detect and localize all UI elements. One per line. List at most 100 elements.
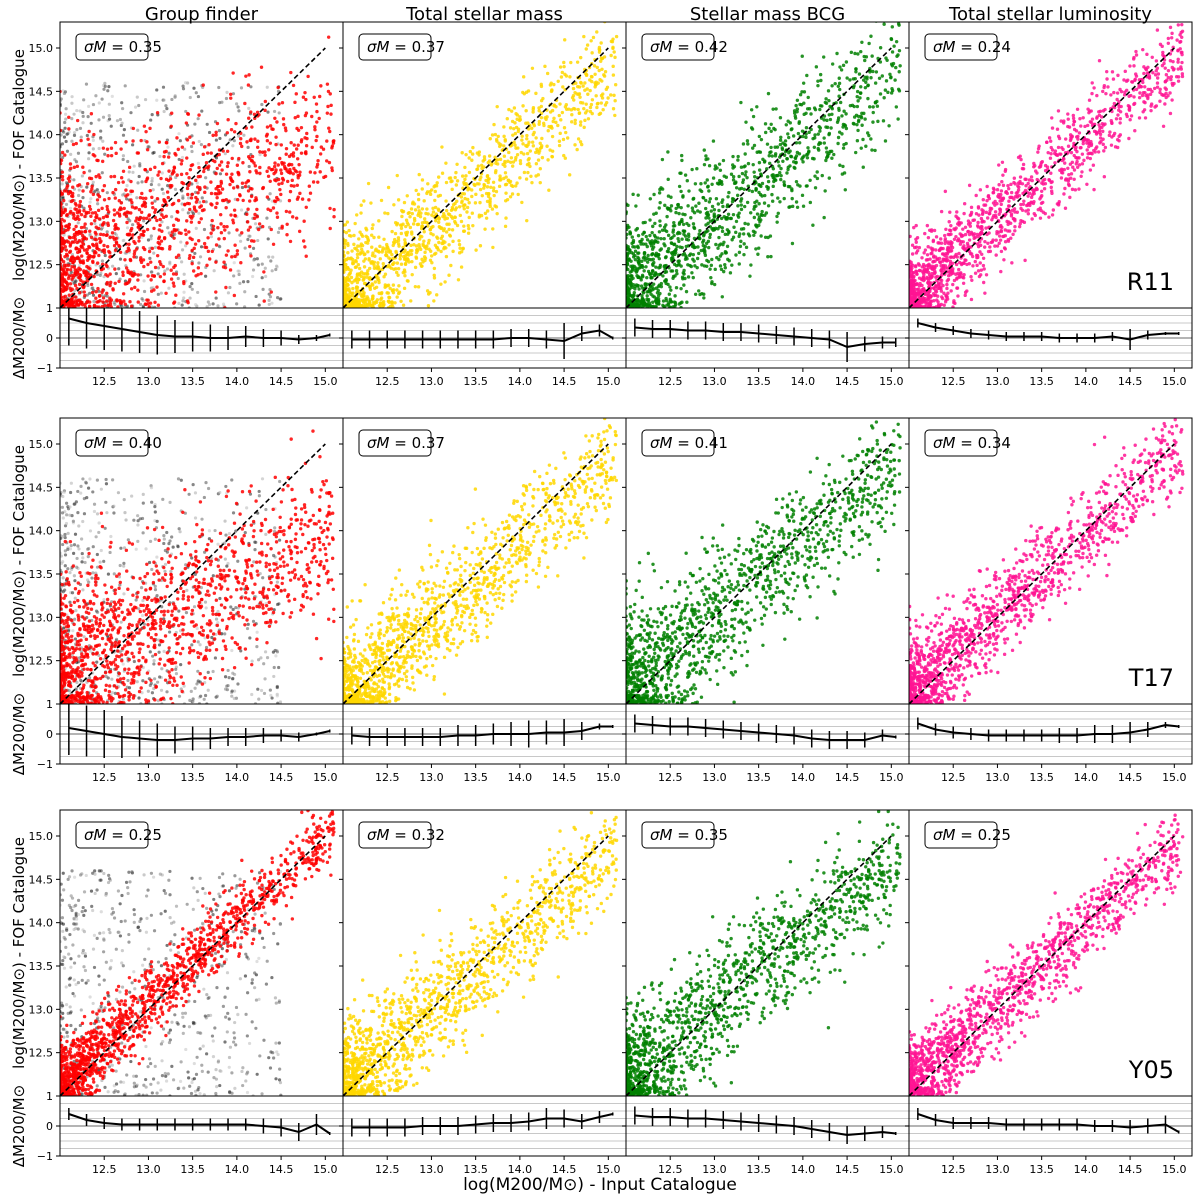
scatter-point	[201, 83, 205, 87]
scatter-point	[348, 271, 352, 275]
scatter-point	[704, 206, 708, 211]
scatter-point	[588, 88, 592, 93]
scatter-point	[137, 217, 142, 222]
scatter-point	[522, 152, 526, 156]
scatter-point	[790, 127, 794, 131]
scatter-point	[79, 138, 83, 143]
scatter-point	[602, 74, 607, 78]
scatter-point	[396, 198, 401, 202]
background-point	[186, 196, 191, 200]
scatter-point	[187, 176, 191, 180]
background-point	[240, 185, 245, 190]
scatter-point	[325, 139, 329, 143]
scatter-point	[155, 218, 159, 223]
scatter-point	[170, 172, 175, 176]
scatter-point	[144, 302, 148, 307]
x-tick-label: 13.0	[136, 375, 161, 388]
y-tick-label: 14.0	[29, 129, 54, 142]
scatter-point	[355, 290, 360, 295]
scatter-point	[659, 236, 663, 241]
scatter-point	[534, 150, 538, 155]
scatter-point	[744, 120, 748, 124]
scatter-point	[539, 82, 543, 87]
scatter-point	[77, 282, 82, 287]
scatter-point	[146, 274, 150, 278]
scatter-point	[436, 207, 441, 211]
sigma-label: σM = 0.35	[84, 38, 162, 56]
background-point	[81, 110, 85, 115]
scatter-point	[301, 95, 306, 99]
residual-tick-label: 1	[46, 302, 53, 315]
scatter-point	[307, 198, 311, 202]
background-point	[69, 152, 73, 156]
scatter-point	[288, 167, 292, 172]
scatter-point	[230, 255, 234, 259]
background-point	[165, 107, 169, 111]
scatter-point	[221, 149, 225, 153]
background-point	[70, 117, 74, 121]
scatter-point	[197, 220, 201, 225]
scatter-point	[413, 284, 418, 289]
scatter-point	[136, 300, 140, 304]
scatter-point	[741, 178, 746, 182]
scatter-point	[364, 240, 368, 245]
scatter-point	[403, 274, 407, 278]
background-point	[78, 263, 82, 267]
scatter-point	[109, 146, 114, 150]
scatter-point	[580, 142, 584, 147]
scatter-point	[79, 278, 83, 283]
background-point	[78, 109, 82, 113]
scatter-point	[840, 114, 844, 118]
scatter-point	[224, 253, 229, 257]
scatter-point	[449, 208, 454, 212]
scatter-point	[563, 72, 567, 77]
scatter-point	[63, 153, 67, 157]
scatter-point	[105, 282, 109, 286]
scatter-point	[255, 214, 259, 219]
scatter-point	[579, 120, 583, 124]
scatter-point	[78, 199, 83, 204]
background-point	[266, 237, 270, 241]
scatter-point	[97, 237, 102, 241]
scatter-point	[484, 178, 488, 183]
scatter-point	[166, 178, 171, 183]
scatter-point	[349, 256, 353, 260]
scatter-point	[703, 251, 707, 255]
scatter-point	[534, 162, 539, 166]
scatter-point	[215, 201, 219, 206]
background-point	[197, 139, 201, 144]
scatter-point	[702, 264, 707, 268]
scatter-point	[815, 176, 820, 181]
scatter-point	[68, 244, 72, 248]
background-point	[198, 255, 203, 259]
scatter-point	[229, 96, 233, 100]
scatter-point	[344, 257, 349, 262]
scatter-point	[495, 139, 499, 143]
scatter-point	[65, 254, 70, 258]
scatter-point	[190, 192, 195, 197]
scatter-point	[845, 76, 849, 80]
scatter-point	[455, 162, 459, 166]
scatter-point	[745, 200, 750, 205]
scatter-point	[372, 263, 376, 268]
scatter-point	[468, 149, 473, 154]
scatter-point	[425, 207, 429, 211]
scatter-point	[593, 72, 597, 76]
scatter-point	[113, 227, 117, 231]
scatter-point	[174, 153, 178, 157]
scatter-point	[757, 150, 761, 154]
scatter-point	[478, 177, 482, 182]
scatter-point	[564, 130, 568, 135]
scatter-point	[461, 246, 465, 250]
scatter-point	[232, 293, 237, 298]
scatter-point	[753, 175, 757, 179]
scatter-point	[556, 79, 560, 84]
scatter-point	[755, 199, 759, 203]
scatter-point	[294, 92, 298, 96]
scatter-point	[94, 289, 98, 294]
scatter-point	[487, 154, 492, 158]
scatter-point	[645, 294, 649, 298]
scatter-point	[188, 236, 192, 240]
scatter-point	[706, 185, 710, 189]
scatter-point	[243, 101, 247, 106]
